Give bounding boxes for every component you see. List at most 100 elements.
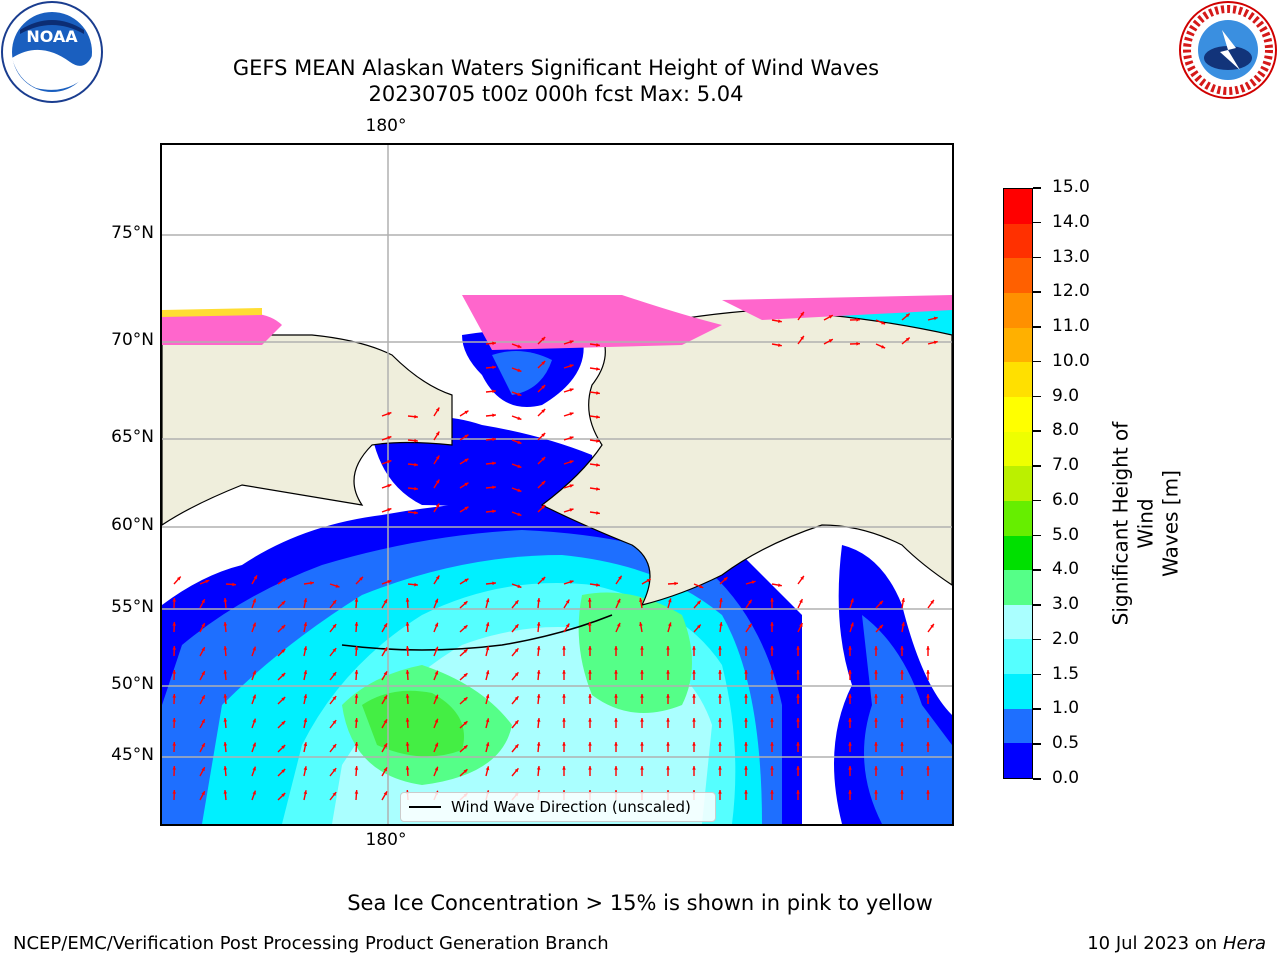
wave-arrow-head [514, 720, 519, 725]
wave-arrow-head [796, 694, 800, 698]
wave-arrow-head [562, 646, 566, 650]
chart-subtitle: 20230705 t00z 000h fcst Max: 5.04 [368, 82, 744, 106]
wave-arrow-head [435, 479, 440, 484]
wave-arrow-head [332, 600, 337, 605]
wave-arrow-head [874, 718, 878, 722]
wave-arrow-head [541, 361, 546, 365]
wave-arrow-head [614, 694, 618, 698]
wave-arrow-head [640, 670, 644, 674]
colorbar-tick-label: 11.0 [1052, 316, 1090, 337]
wave-arrow-head [848, 694, 852, 698]
wave-arrow-head [900, 670, 904, 674]
wave-arrow-head [485, 598, 490, 603]
wave-arrow-head [172, 742, 177, 746]
wave-arrow-head [485, 646, 490, 651]
colorbar-segment [1004, 708, 1032, 744]
wave-arrow-head [541, 505, 546, 509]
wave-arrow-head [723, 577, 728, 582]
wave-arrow-head [666, 718, 670, 722]
legend-label: Wind Wave Direction (unscaled) [451, 798, 691, 816]
footer-left: NCEP/EMC/Verification Post Processing Pr… [13, 933, 609, 954]
wave-arrow-head [332, 624, 337, 629]
wave-arrow-head [514, 624, 519, 629]
wave-arrow-head [596, 583, 600, 587]
wave-arrow-head [303, 766, 308, 771]
colorbar-segment [1004, 293, 1032, 328]
colorbar-tick [1033, 743, 1041, 745]
wave-arrow-head [796, 646, 800, 650]
colorbar-segment [1004, 431, 1032, 467]
wave-arrow-head [252, 622, 256, 627]
wave-arrow-head [383, 623, 387, 628]
colorbar-title: Significant Height of Wind Waves [m] [1109, 394, 1184, 654]
wave-arrow-head [614, 742, 618, 746]
wave-field-gulf-05 [862, 615, 952, 824]
wave-arrow-head [562, 670, 566, 674]
wave-arrow-head [414, 462, 418, 467]
wave-arrow-head [640, 718, 644, 722]
colorbar-tick [1033, 430, 1041, 432]
colorbar-segment [1004, 327, 1032, 363]
wave-arrow-head [541, 409, 546, 413]
colorbar-tick [1033, 673, 1041, 676]
wave-arrow-head [405, 742, 410, 746]
wave-arrow-head [541, 433, 546, 437]
wave-arrow-head [541, 457, 546, 461]
wave-arrow-head [930, 623, 934, 628]
wave-arrow-head [879, 600, 883, 605]
wave-arrow-head [335, 584, 340, 588]
wave-arrow-head [281, 601, 286, 605]
colorbar-tick-label: 2.0 [1052, 628, 1080, 649]
wave-arrow-head [569, 364, 574, 368]
colorbar-segment [1004, 674, 1032, 709]
wave-arrow-head [281, 697, 286, 701]
wave-arrow-head [223, 766, 228, 770]
wave-arrow-head [485, 742, 490, 747]
wave-arrow-head [517, 488, 522, 492]
wave-arrow-head [770, 646, 774, 650]
wave-arrow-head [172, 766, 177, 770]
wave-arrow-head [463, 745, 468, 750]
wave-arrow-head [485, 622, 490, 627]
wave-arrow-head [414, 510, 418, 515]
wave-arrow-head [848, 766, 852, 770]
wave-arrow-head [874, 646, 878, 650]
wave-arrow-head [699, 584, 704, 589]
wave-arrow-head [387, 484, 392, 488]
wave-arrow-head [223, 694, 228, 698]
wave-arrow-head [666, 646, 670, 650]
colorbar-tick [1033, 778, 1041, 780]
wave-arrow-head [492, 437, 496, 442]
wave-arrow-head [252, 766, 256, 771]
colorbar-tick [1033, 360, 1041, 363]
wave-arrow-head [933, 316, 938, 321]
wave-arrow-head [639, 598, 643, 602]
wave-arrow-head [354, 646, 359, 650]
wave-arrow-head [383, 791, 387, 796]
colorbar-tick [1033, 326, 1041, 328]
legend-line-icon [409, 806, 441, 808]
wave-arrow-head [281, 721, 286, 725]
colorbar-tick-label: 14.0 [1052, 211, 1090, 232]
wave-arrow-head [666, 766, 670, 770]
wave-arrow-head [303, 718, 308, 723]
wind-wave-arrows [172, 311, 938, 801]
wave-arrow-head [517, 392, 522, 396]
wave-arrow-head [848, 718, 852, 722]
wave-arrow-head [223, 622, 228, 626]
wave-arrow-head [332, 720, 337, 725]
wave-arrow-head [434, 742, 439, 747]
wave-arrow-head [879, 624, 883, 629]
wave-arrow-head [517, 512, 522, 516]
land-siberia [162, 334, 453, 526]
wave-arrow-head [848, 742, 852, 746]
wave-arrow-head [536, 766, 541, 770]
wave-arrow-head [517, 416, 522, 420]
wave-arrow-head [383, 719, 387, 724]
colorbar-tick-label: 6.0 [1052, 489, 1080, 510]
wave-arrow-head [926, 694, 930, 698]
colorbar-title-line1: Significant Height of Wind [1108, 421, 1158, 626]
wave-field-chukchi-05 [492, 351, 552, 395]
wave-arrow-head [201, 671, 205, 676]
lat-label-50: 50°N [111, 674, 154, 694]
